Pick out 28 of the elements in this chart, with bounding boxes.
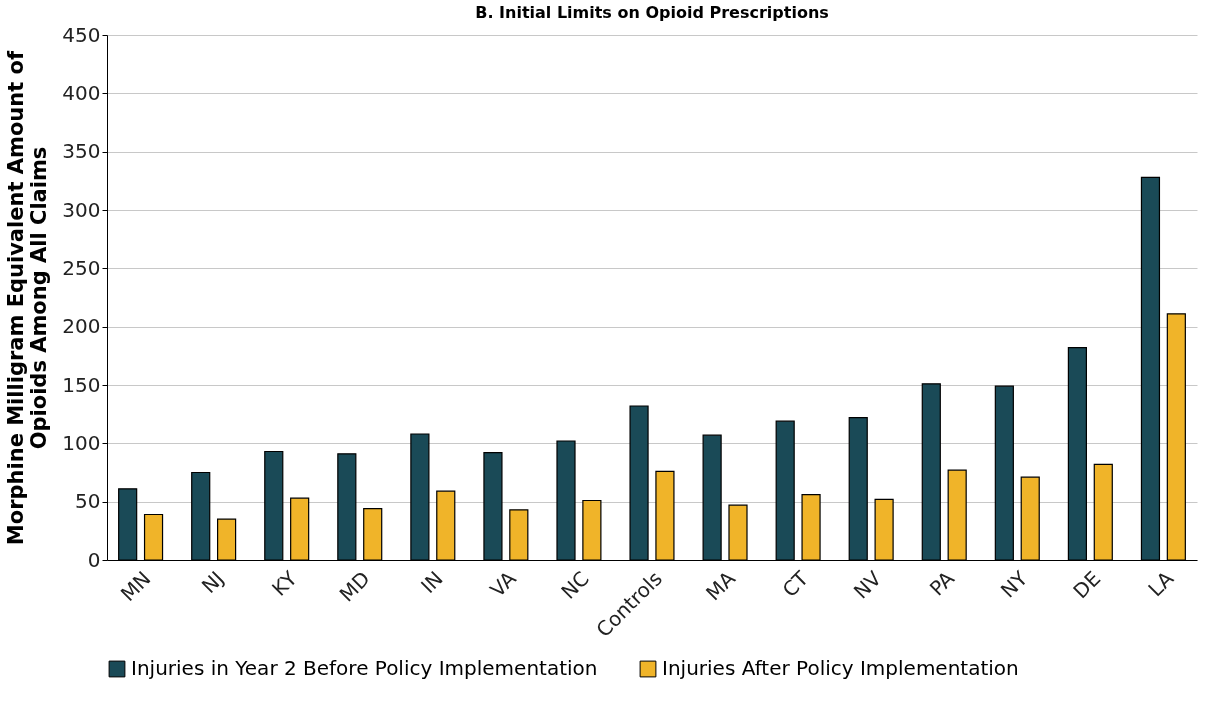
y-tick-label: 150 bbox=[62, 372, 101, 397]
x-tick-label: DE bbox=[1068, 566, 1106, 604]
legend-label: Injuries in Year 2 Before Policy Implementation bbox=[131, 656, 598, 680]
y-tick-label: 50 bbox=[75, 489, 101, 514]
y-tick-label: 100 bbox=[62, 430, 101, 455]
x-tick-label: NJ bbox=[196, 566, 229, 599]
x-tick-label: LA bbox=[1143, 566, 1179, 602]
y-tick-label: 300 bbox=[62, 197, 101, 222]
x-tick-label: NY bbox=[995, 565, 1033, 603]
y-tick-label: 250 bbox=[62, 255, 101, 280]
x-tick-label: NC bbox=[556, 566, 594, 604]
y-axis-title: Morphine Milligram Equivalent Amount of Opioids Among All Claims bbox=[4, 49, 52, 546]
legend-label: Injuries After Policy Implementation bbox=[662, 656, 1019, 680]
chart-title: B. Initial Limits on Opioid Prescriptions bbox=[475, 3, 829, 22]
y-tick-label: 450 bbox=[62, 22, 101, 47]
y-tick-label: 350 bbox=[62, 139, 101, 164]
x-tick-label: MD bbox=[334, 566, 375, 607]
x-tick-label: KY bbox=[267, 565, 303, 601]
y-tick-label: 0 bbox=[87, 547, 101, 572]
y-tick-label: 400 bbox=[62, 80, 101, 105]
x-tick-label: MA bbox=[701, 566, 741, 606]
x-tick-label: CT bbox=[777, 565, 814, 602]
y-tick-label: 200 bbox=[62, 314, 101, 339]
x-tick-label: PA bbox=[924, 566, 960, 601]
x-tick-label: NV bbox=[848, 566, 887, 604]
x-tick-label: IN bbox=[415, 566, 448, 599]
x-tick-label: VA bbox=[485, 566, 521, 602]
x-tick-label: MN bbox=[115, 566, 156, 607]
